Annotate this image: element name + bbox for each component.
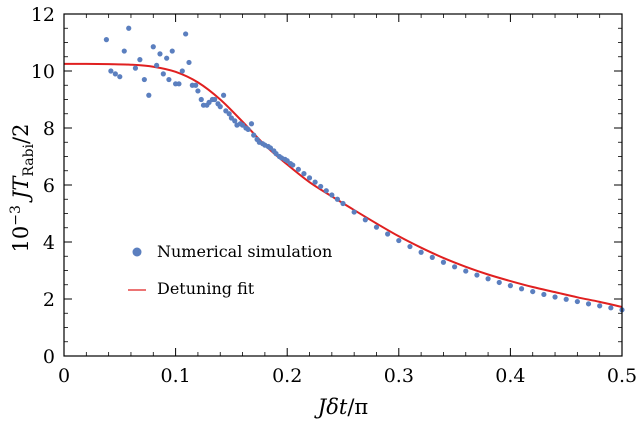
- data-point: [220, 92, 227, 98]
- data-point: [108, 68, 114, 74]
- y-tick-label: 6: [43, 175, 55, 197]
- legend-marker-numerical-simulation: [132, 247, 142, 257]
- legend: Numerical simulation Detuning fit: [128, 242, 332, 298]
- data-point: [496, 279, 502, 286]
- y-axis-title-suffix: /2: [9, 124, 33, 144]
- y-axis-title-main: JT: [9, 175, 33, 203]
- data-point: [157, 51, 163, 57]
- data-point: [429, 254, 435, 260]
- data-point: [226, 111, 232, 117]
- data-point: [312, 179, 318, 185]
- data-point: [597, 303, 603, 309]
- data-point: [418, 249, 424, 255]
- legend-label-numerical-simulation: Numerical simulation: [157, 242, 332, 261]
- x-tick-label: 0.2: [272, 365, 302, 387]
- y-tick-label: 10: [31, 61, 55, 83]
- data-point: [329, 192, 335, 198]
- y-tick-label: 8: [43, 118, 55, 140]
- data-point: [552, 294, 558, 300]
- data-point: [169, 48, 175, 54]
- data-point: [541, 291, 547, 298]
- data-point: [217, 104, 223, 110]
- y-axis-title-prefix: 10: [9, 226, 33, 253]
- data-point: [574, 298, 580, 305]
- data-point: [301, 171, 307, 177]
- data-point: [150, 44, 156, 50]
- data-point: [146, 92, 152, 98]
- fit-layer: [63, 62, 623, 308]
- data-point: [121, 48, 127, 54]
- legend-label-detuning-fit: Detuning fit: [157, 279, 255, 298]
- data-point: [117, 74, 123, 80]
- data-point: [137, 57, 143, 63]
- data-point: [474, 272, 480, 278]
- data-point: [166, 76, 172, 83]
- data-point: [485, 276, 491, 282]
- data-point: [318, 183, 324, 190]
- data-point: [334, 196, 341, 202]
- y-axis-title: 10−3JTRabi/2: [8, 124, 37, 253]
- data-point: [176, 81, 182, 87]
- points-layer: [103, 25, 625, 313]
- data-point: [132, 65, 139, 71]
- y-axis-title-exponent: −3: [8, 205, 24, 226]
- y-tick-label: 0: [43, 346, 55, 368]
- data-point: [212, 96, 218, 103]
- x-tick-label: 0.1: [160, 365, 190, 387]
- data-point: [507, 283, 513, 289]
- series-line-detuning-fit: [63, 62, 623, 308]
- data-point: [179, 68, 185, 74]
- data-point: [295, 166, 301, 172]
- data-point: [518, 286, 525, 292]
- data-point: [183, 31, 189, 37]
- data-point: [164, 55, 170, 61]
- data-point: [290, 162, 296, 168]
- x-axis-title-suffix: /π: [347, 395, 368, 419]
- tick-labels-layer: 0 0.1 0.2 0.3 0.4 0.5 0 2 4 6 8 10 12: [31, 4, 637, 387]
- x-tick-label: 0.3: [384, 365, 414, 387]
- data-point: [195, 88, 201, 94]
- data-point: [530, 288, 536, 295]
- data-point: [563, 296, 569, 302]
- data-point: [112, 71, 118, 77]
- data-point: [407, 243, 413, 250]
- data-point: [463, 268, 469, 274]
- data-point: [452, 264, 458, 270]
- ticks-layer: [63, 13, 623, 357]
- data-point: [232, 118, 238, 124]
- y-tick-label: 4: [43, 232, 55, 254]
- data-point: [248, 121, 255, 127]
- data-point: [154, 62, 160, 68]
- x-tick-label: 0.4: [495, 365, 525, 387]
- data-point: [362, 217, 368, 223]
- x-axis-title-main: Jδt: [314, 395, 348, 419]
- y-tick-label: 2: [43, 289, 55, 311]
- data-point: [160, 71, 166, 77]
- data-point: [585, 301, 592, 307]
- data-point: [245, 126, 251, 133]
- data-point: [323, 188, 329, 194]
- x-tick-label: 0: [58, 365, 70, 387]
- data-point: [396, 237, 402, 244]
- data-point: [103, 37, 110, 43]
- data-point: [306, 175, 313, 181]
- data-point: [126, 25, 132, 31]
- data-point: [340, 200, 346, 207]
- data-point: [373, 224, 380, 230]
- data-point: [141, 76, 147, 83]
- data-point: [193, 82, 199, 88]
- data-point: [198, 96, 204, 103]
- data-point: [351, 209, 357, 215]
- y-axis-title-subscript: Rabi: [21, 143, 37, 176]
- data-point: [385, 231, 391, 237]
- data-point: [608, 305, 614, 311]
- data-point: [186, 59, 192, 66]
- x-axis-title: Jδt/π: [314, 395, 369, 419]
- y-tick-label: 12: [31, 4, 55, 26]
- data-point: [440, 259, 447, 265]
- x-tick-label: 0.5: [607, 365, 637, 387]
- data-point: [251, 132, 257, 138]
